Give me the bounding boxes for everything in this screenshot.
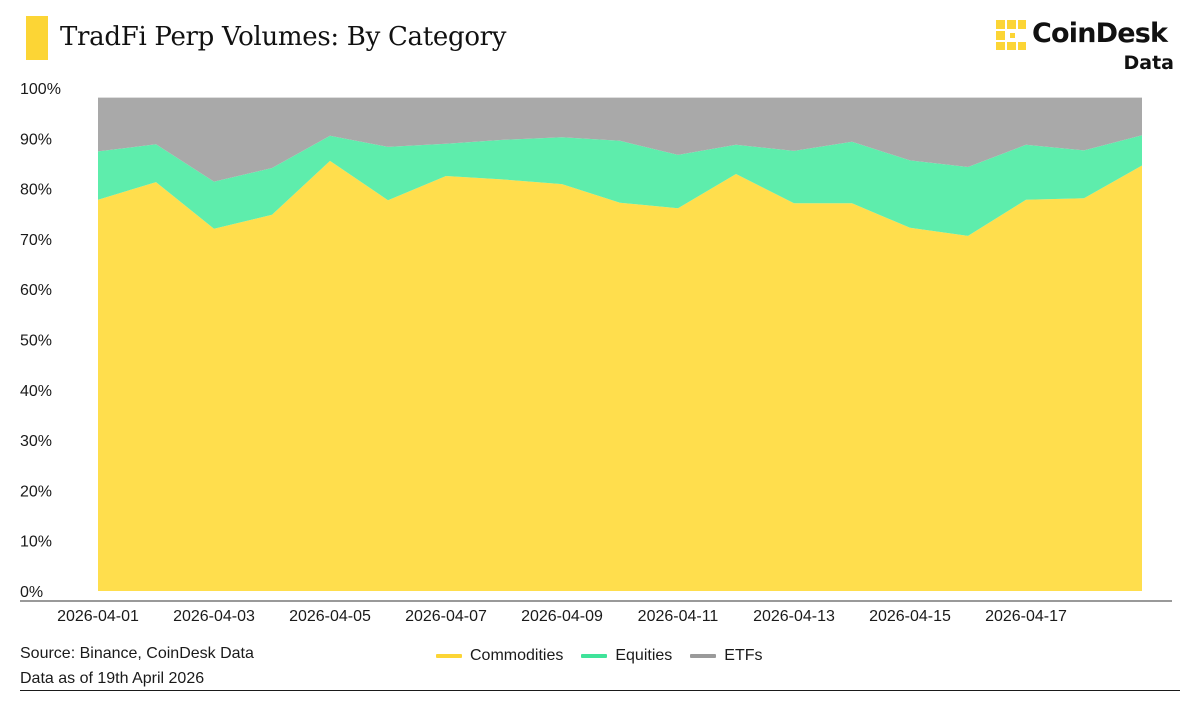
legend-label-equities: Equities xyxy=(615,647,673,664)
legend-item-equities: Equities xyxy=(581,647,672,665)
legend-swatch-equities xyxy=(581,654,608,658)
legend-swatch-etfs xyxy=(690,654,717,658)
x-tick-label: 2026-04-09 xyxy=(521,608,603,625)
brand-subtitle: Data xyxy=(1123,52,1175,74)
y-tick-label: 70% xyxy=(20,232,52,249)
area-equities xyxy=(98,135,1142,236)
x-tick-label: 2026-04-11 xyxy=(638,608,719,625)
footer-rule xyxy=(20,690,1180,691)
x-tick-label: 2026-04-13 xyxy=(753,608,835,625)
as-of-note: Data as of 19th April 2026 xyxy=(20,670,205,687)
x-tick-label: 2026-04-15 xyxy=(869,608,951,625)
chart-title: TradFi Perp Volumes: By Category xyxy=(60,22,507,52)
brand-name: CoinDesk xyxy=(1032,18,1168,49)
chart-areas xyxy=(98,97,1142,591)
brand-block: CoinDesk Data xyxy=(994,16,1174,76)
legend-swatch-commodities xyxy=(436,654,462,658)
legend-item-etfs: ETFs xyxy=(690,647,763,665)
source-note: Source: Binance, CoinDesk Data xyxy=(20,645,254,662)
y-tick-label: 30% xyxy=(20,433,52,450)
x-tick-label: 2026-04-07 xyxy=(405,608,487,625)
area-commodities xyxy=(98,160,1142,591)
y-tick-label: 80% xyxy=(20,182,52,199)
y-tick-label: 100% xyxy=(20,81,61,98)
x-tick-label: 2026-04-17 xyxy=(985,608,1067,625)
coindesk-logo-icon xyxy=(996,20,1026,50)
title-accent-bar xyxy=(26,16,48,60)
legend-item-commodities: Commodities xyxy=(436,647,563,665)
y-tick-label: 50% xyxy=(20,333,52,350)
x-tick-label: 2026-04-03 xyxy=(173,608,255,625)
x-axis-labels: 2026-04-01 2026-04-03 2026-04-05 2026-04-07… xyxy=(57,608,1067,625)
y-axis-labels: 0% 10% 20% 30% 40% 50% 60% 70% 80% 90% 100% xyxy=(20,81,61,601)
x-tick-label: 2026-04-05 xyxy=(289,608,371,625)
y-tick-label: 0% xyxy=(20,584,43,601)
y-tick-label: 40% xyxy=(20,383,52,400)
legend-label-commodities: Commodities xyxy=(470,647,564,664)
y-tick-label: 60% xyxy=(20,282,52,299)
legend-label-etfs: ETFs xyxy=(724,647,763,664)
y-tick-label: 10% xyxy=(20,534,52,551)
legend: Commodities Equities ETFs xyxy=(436,647,763,665)
y-tick-label: 90% xyxy=(20,131,52,148)
area-etfs xyxy=(98,97,1142,182)
y-tick-label: 20% xyxy=(20,483,52,500)
x-tick-label: 2026-04-01 xyxy=(57,608,139,625)
